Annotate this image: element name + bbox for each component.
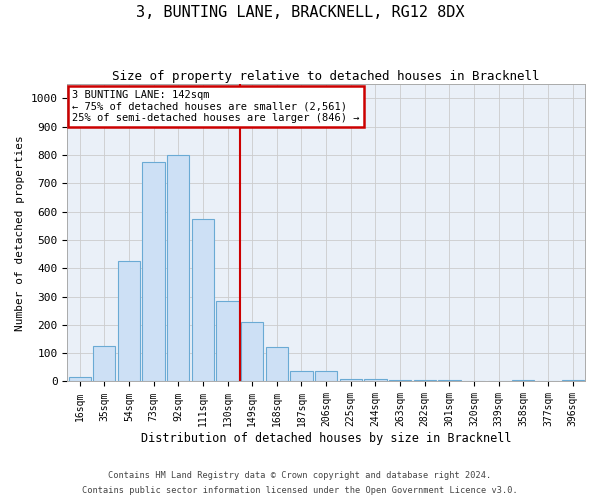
Text: Contains HM Land Registry data © Crown copyright and database right 2024.: Contains HM Land Registry data © Crown c… — [109, 471, 491, 480]
Text: 3 BUNTING LANE: 142sqm
← 75% of detached houses are smaller (2,561)
25% of semi-: 3 BUNTING LANE: 142sqm ← 75% of detached… — [73, 90, 360, 124]
Bar — [192, 218, 214, 382]
Bar — [266, 348, 288, 382]
Bar — [340, 378, 362, 382]
Bar — [439, 380, 461, 382]
Bar — [68, 377, 91, 382]
Bar — [364, 379, 386, 382]
Text: Contains public sector information licensed under the Open Government Licence v3: Contains public sector information licen… — [82, 486, 518, 495]
Y-axis label: Number of detached properties: Number of detached properties — [15, 135, 25, 330]
Bar — [389, 380, 411, 382]
Bar — [315, 371, 337, 382]
Bar — [290, 371, 313, 382]
X-axis label: Distribution of detached houses by size in Bracknell: Distribution of detached houses by size … — [141, 432, 511, 445]
Bar — [512, 380, 535, 382]
Bar — [142, 162, 164, 382]
Bar — [413, 380, 436, 382]
Bar — [217, 301, 239, 382]
Text: 3, BUNTING LANE, BRACKNELL, RG12 8DX: 3, BUNTING LANE, BRACKNELL, RG12 8DX — [136, 5, 464, 20]
Bar — [562, 380, 584, 382]
Bar — [118, 261, 140, 382]
Bar — [167, 155, 190, 382]
Bar — [93, 346, 115, 382]
Bar — [241, 322, 263, 382]
Title: Size of property relative to detached houses in Bracknell: Size of property relative to detached ho… — [112, 70, 540, 83]
